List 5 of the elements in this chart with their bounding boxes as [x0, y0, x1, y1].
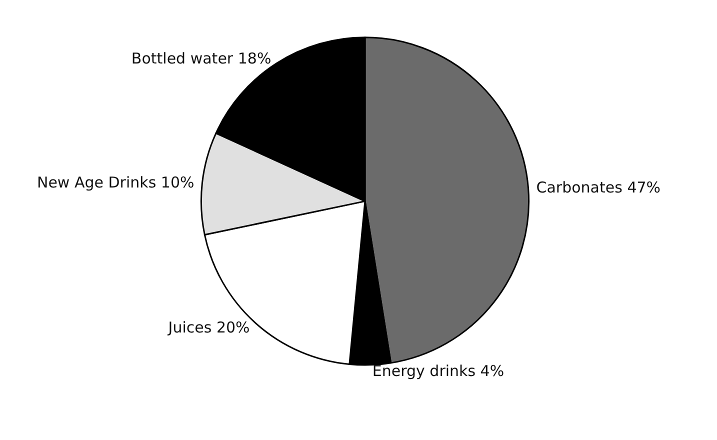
slice-label: Carbonates 47%: [536, 178, 661, 197]
slice-label: Juices 20%: [167, 318, 250, 337]
slice-label: Bottled water 18%: [131, 49, 272, 68]
slice-label: New Age Drinks 10%: [36, 173, 194, 192]
slice-label: Energy drinks 4%: [372, 362, 504, 380]
